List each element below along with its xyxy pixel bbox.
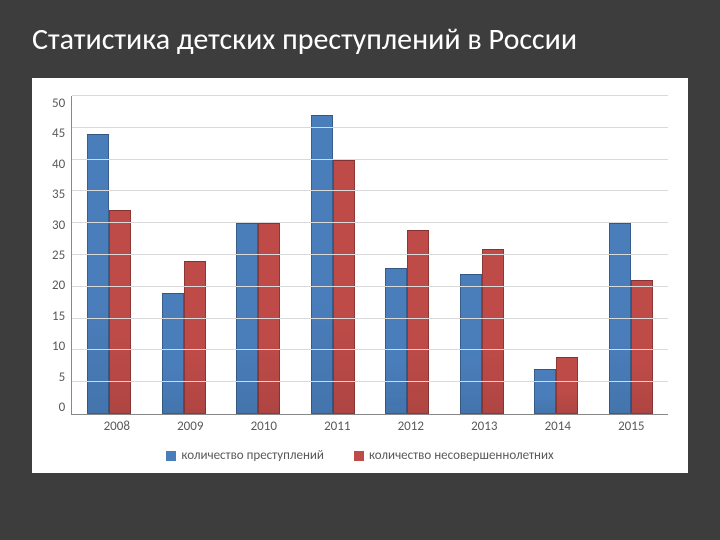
x-tick-label: 2012 <box>374 419 448 434</box>
legend-swatch <box>354 451 364 461</box>
bar <box>385 268 407 414</box>
y-tick-label: 0 <box>59 400 66 415</box>
chart-container: 50454035302520151050 2008200920102011201… <box>32 78 688 473</box>
bar-group <box>370 96 444 414</box>
page-title: Статистика детских преступлений в России <box>32 22 688 58</box>
gridline <box>72 254 668 255</box>
bar-group <box>296 96 370 414</box>
bar-group <box>519 96 593 414</box>
y-tick-label: 5 <box>59 370 66 385</box>
bar-group <box>147 96 221 414</box>
x-tick-label: 2010 <box>227 419 301 434</box>
y-tick-label: 20 <box>52 278 65 293</box>
bar <box>556 357 578 414</box>
legend-item: количество преступлений <box>166 448 324 463</box>
bar <box>311 115 333 414</box>
bar <box>460 274 482 414</box>
legend-swatch <box>166 451 176 461</box>
gridline <box>72 381 668 382</box>
bar <box>162 293 184 414</box>
x-tick-label: 2011 <box>301 419 375 434</box>
x-tick-label: 2008 <box>80 419 154 434</box>
x-axis: 20082009201020112012201320142015 <box>80 415 668 434</box>
plot-area <box>71 96 668 415</box>
y-tick-label: 15 <box>52 309 65 324</box>
gridline <box>72 222 668 223</box>
y-tick-label: 10 <box>52 339 65 354</box>
y-tick-label: 45 <box>52 126 65 141</box>
gridline <box>72 159 668 160</box>
plot-row: 50454035302520151050 <box>52 96 668 415</box>
gridline <box>72 318 668 319</box>
bar <box>482 249 504 414</box>
y-tick-label: 25 <box>52 248 65 263</box>
gridline <box>72 190 668 191</box>
gridline <box>72 127 668 128</box>
y-tick-label: 35 <box>52 187 65 202</box>
bar-groups <box>72 96 668 414</box>
bar <box>109 210 131 414</box>
bar-group <box>445 96 519 414</box>
gridline <box>72 286 668 287</box>
bar <box>407 230 429 414</box>
gridline <box>72 95 668 96</box>
bar <box>184 261 206 414</box>
x-tick-label: 2014 <box>521 419 595 434</box>
legend-item: количество несовершеннолетних <box>354 448 554 463</box>
legend-label: количество несовершеннолетних <box>369 448 554 463</box>
bar-group <box>221 96 295 414</box>
y-tick-label: 30 <box>52 218 65 233</box>
bar-group <box>72 96 146 414</box>
y-tick-label: 40 <box>52 157 65 172</box>
bar <box>534 369 556 414</box>
legend: количество преступлений количество несове… <box>52 448 668 463</box>
x-tick-label: 2009 <box>154 419 228 434</box>
bar-group <box>594 96 668 414</box>
bar <box>87 134 109 414</box>
bar <box>631 280 653 414</box>
x-tick-label: 2013 <box>448 419 522 434</box>
y-axis: 50454035302520151050 <box>52 96 71 415</box>
gridline <box>72 349 668 350</box>
legend-label: количество преступлений <box>181 448 324 463</box>
y-tick-label: 50 <box>52 96 65 111</box>
x-tick-label: 2015 <box>595 419 669 434</box>
